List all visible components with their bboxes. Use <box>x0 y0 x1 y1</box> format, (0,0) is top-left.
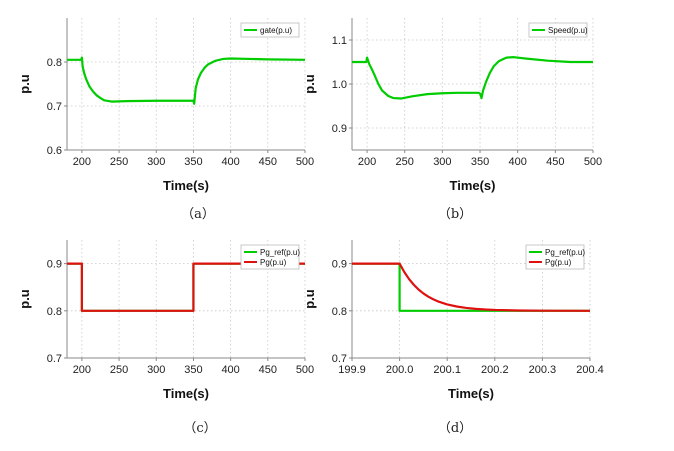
y-tick-label: 0.6 <box>47 145 62 157</box>
chart-panel-0: 200 250 300 350 400 450 500 0.6 0.7 0.8 Time(s) p.u… <box>17 18 314 222</box>
x-tick-label: 200 <box>358 156 376 168</box>
legend: Pg_ref(p.u)Pg(p.u) <box>525 244 585 270</box>
series-line-speed-p-u- <box>352 56 593 100</box>
y-axis-label: p.u <box>17 289 32 309</box>
legend-box <box>528 22 588 38</box>
y-tick-label: 0.9 <box>332 259 347 271</box>
x-tick-label: 350 <box>471 156 489 168</box>
legend-box <box>240 244 300 270</box>
panel-caption: （d） <box>438 421 472 436</box>
x-tick-label: 450 <box>546 156 564 168</box>
x-tick-label: 200.4 <box>576 364 604 376</box>
panel-caption: （c） <box>183 421 216 436</box>
y-tick-label: 0.7 <box>332 353 347 365</box>
y-axis-label: p.u <box>302 289 317 309</box>
y-axis-label: p.u <box>17 74 32 94</box>
y-tick-label: 0.7 <box>47 101 62 113</box>
x-tick-label: 400 <box>221 364 239 376</box>
x-tick-label: 500 <box>584 156 602 168</box>
y-axis-label: p.u <box>302 74 317 94</box>
series-line-pg-p-u- <box>67 262 305 312</box>
legend-label: Pg_ref(p.u) <box>545 248 585 257</box>
x-axis-label: Time(s) <box>450 178 496 193</box>
x-tick-label: 300 <box>433 156 451 168</box>
x-tick-label: 200.1 <box>433 364 461 376</box>
y-tick-label: 0.7 <box>47 353 62 365</box>
x-tick-label: 450 <box>259 364 277 376</box>
x-tick-label: 500 <box>296 156 314 168</box>
x-tick-label: 199.9 <box>338 364 366 376</box>
legend: Pg_ref(p.u)Pg(p.u) <box>240 244 300 270</box>
x-tick-label: 300 <box>147 364 165 376</box>
legend-label: Pg(p.u) <box>260 258 287 267</box>
y-tick-label: 0.9 <box>47 259 62 271</box>
x-tick-label: 200.3 <box>529 364 557 376</box>
x-tick-label: 250 <box>110 156 128 168</box>
legend-label: Pg_ref(p.u) <box>260 248 300 257</box>
legend: gate(p.u) <box>240 22 300 38</box>
y-tick-label: 0.8 <box>332 306 347 318</box>
x-tick-label: 250 <box>396 156 414 168</box>
x-tick-label: 400 <box>221 156 239 168</box>
x-tick-label: 200 <box>73 364 91 376</box>
x-tick-label: 400 <box>509 156 527 168</box>
chart-panel-1: 200 250 300 350 400 450 500 0.9 1.0 1.1 Time(s) p.u… <box>302 18 602 222</box>
panel-caption: （a） <box>181 207 215 222</box>
legend-label: Speed(p.u) <box>548 26 588 35</box>
y-tick-label: 0.9 <box>332 123 347 135</box>
plot-area <box>67 18 305 150</box>
x-tick-label: 300 <box>147 156 165 168</box>
y-tick-label: 0.8 <box>47 306 62 318</box>
x-tick-label: 200.0 <box>386 364 414 376</box>
chart-panel-3: 199.9 200.0 200.1 200.2 200.3 200.4 0.7 0.8 0.9 T… <box>302 240 604 436</box>
x-tick-label: 200.2 <box>481 364 509 376</box>
series-line-gate-p-u- <box>67 56 305 105</box>
x-tick-label: 200 <box>73 156 91 168</box>
x-axis-label: Time(s) <box>448 386 494 401</box>
y-tick-label: 0.8 <box>47 57 62 69</box>
y-tick-label: 1.1 <box>332 35 347 47</box>
legend-box <box>240 22 300 38</box>
legend: Speed(p.u) <box>528 22 588 38</box>
x-tick-label: 350 <box>184 156 202 168</box>
legend-label: gate(p.u) <box>260 26 292 35</box>
x-tick-label: 350 <box>184 364 202 376</box>
legend-label: Pg(p.u) <box>545 258 572 267</box>
y-tick-label: 1.0 <box>332 79 347 91</box>
panel-caption: （b） <box>438 207 472 222</box>
x-tick-label: 450 <box>259 156 277 168</box>
chart-panel-2: 200 250 300 350 400 450 500 0.7 0.8 0.9 Time(s) p.u… <box>17 240 314 436</box>
x-tick-label: 500 <box>296 364 314 376</box>
legend-box <box>525 244 585 270</box>
x-axis-label: Time(s) <box>163 178 209 193</box>
x-axis-label: Time(s) <box>163 386 209 401</box>
series-line-pg-p-u- <box>352 262 590 312</box>
x-tick-label: 250 <box>110 364 128 376</box>
